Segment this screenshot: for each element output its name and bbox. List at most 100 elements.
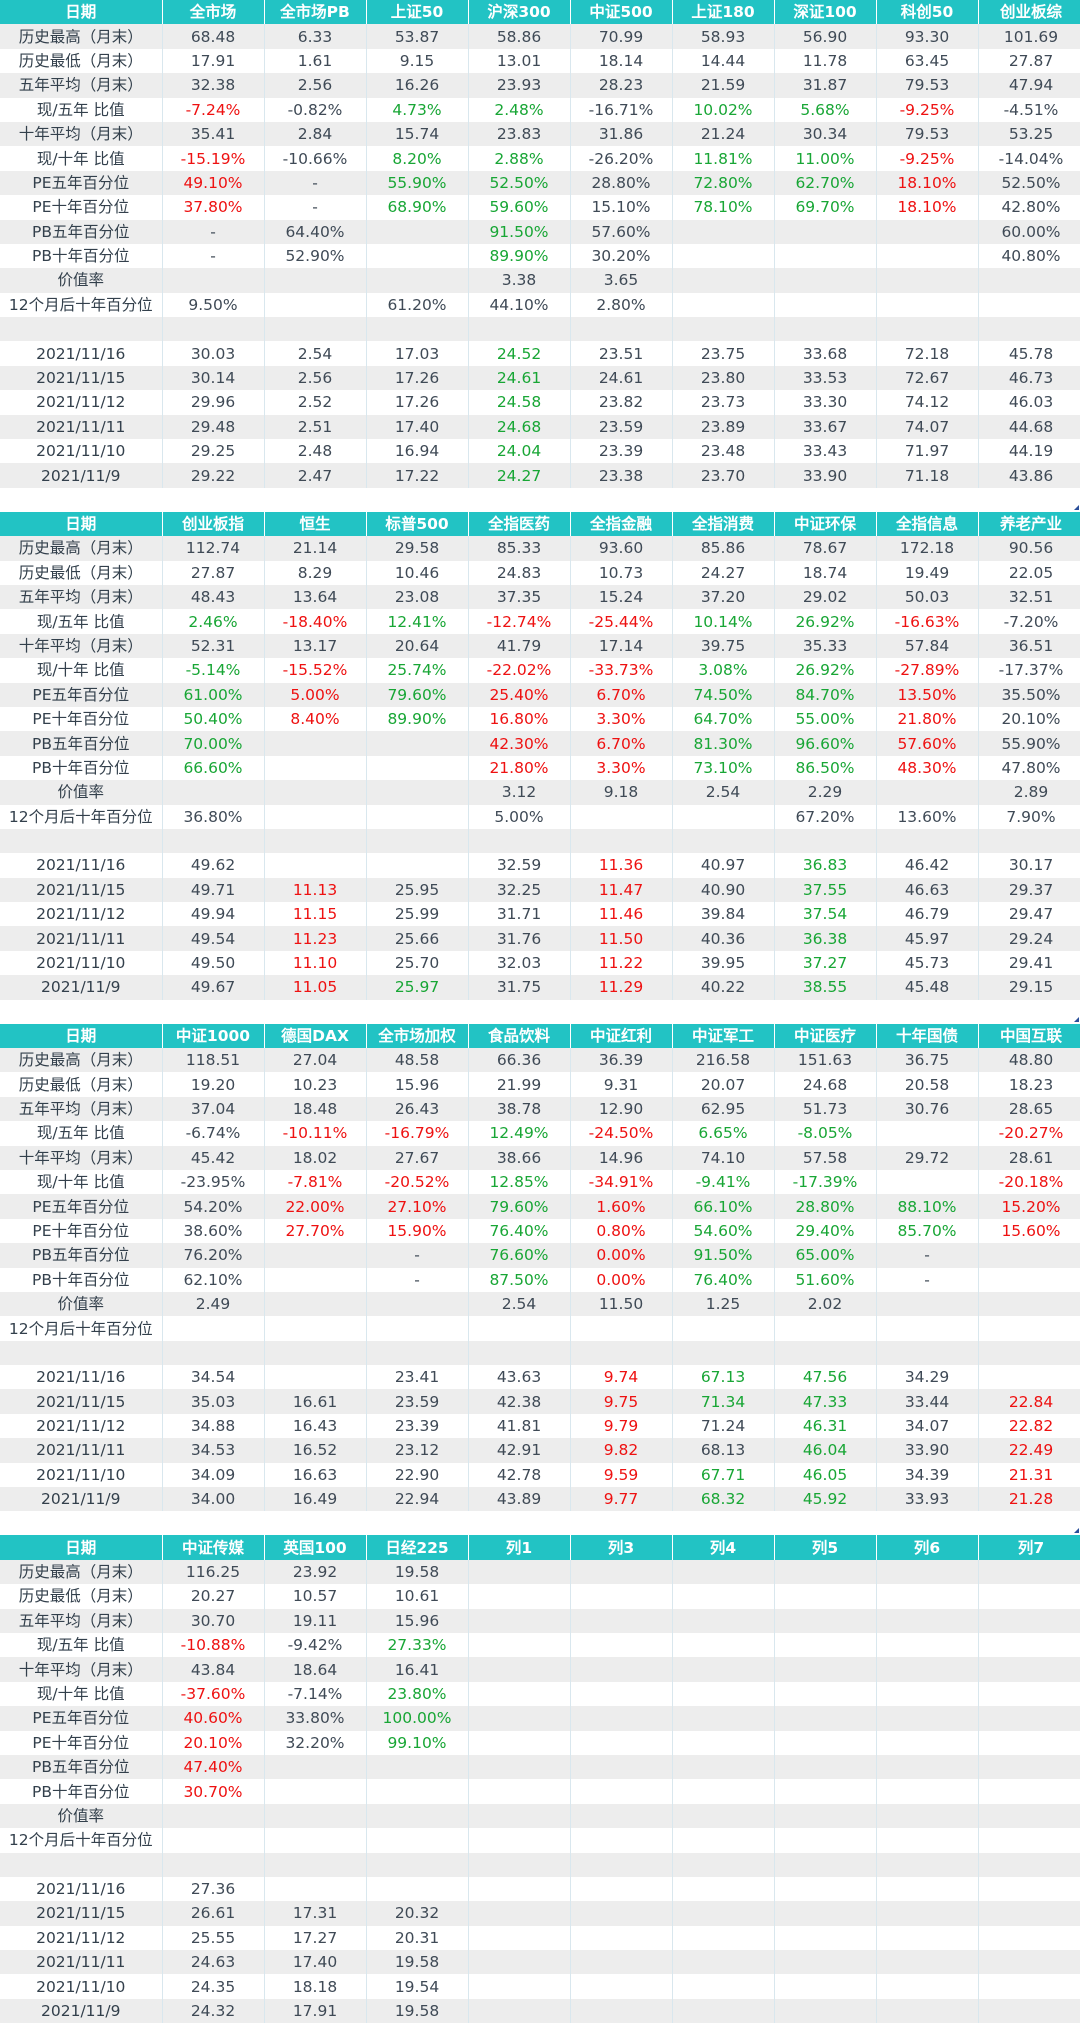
table-cell[interactable]: 2.54 xyxy=(672,780,775,805)
table-cell[interactable]: 96.60% xyxy=(774,731,877,756)
table-cell[interactable]: 18.18 xyxy=(264,1974,367,1999)
column-header[interactable]: 日期 xyxy=(0,511,163,537)
table-cell[interactable]: 12.90 xyxy=(570,1096,673,1122)
table-cell[interactable]: 29.22 xyxy=(162,463,265,488)
table-cell[interactable] xyxy=(570,1852,673,1877)
column-header[interactable]: 列1 xyxy=(468,1535,571,1560)
table-cell[interactable] xyxy=(366,1828,469,1853)
table-cell[interactable] xyxy=(876,1608,979,1633)
table-cell[interactable]: 58.86 xyxy=(468,24,571,49)
table-cell[interactable]: 30.70% xyxy=(162,1779,265,1804)
table-cell[interactable] xyxy=(570,1754,673,1780)
column-header[interactable]: 上证50 xyxy=(366,0,469,25)
table-cell[interactable] xyxy=(366,1876,469,1902)
table-cell[interactable]: 34.29 xyxy=(876,1365,979,1390)
table-cell[interactable]: 2.56 xyxy=(264,365,367,391)
table-cell[interactable]: - xyxy=(876,1243,979,1268)
table-cell[interactable]: 17.26 xyxy=(366,365,469,391)
table-cell[interactable]: -9.42% xyxy=(264,1633,367,1658)
row-label[interactable]: PE五年百分位 xyxy=(0,1706,163,1731)
table-cell[interactable]: 66.10% xyxy=(672,1194,775,1219)
table-cell[interactable]: 22.90 xyxy=(366,1462,469,1488)
table-cell[interactable]: 68.32 xyxy=(672,1487,775,1512)
table-cell[interactable]: 30.17 xyxy=(978,853,1080,878)
row-label[interactable]: 2021/11/11 xyxy=(0,414,163,440)
table-cell[interactable]: 64.70% xyxy=(672,706,775,732)
table-cell[interactable] xyxy=(366,731,469,756)
table-cell[interactable]: 91.50% xyxy=(672,1243,775,1268)
table-cell[interactable]: 15.10% xyxy=(570,195,673,220)
column-header[interactable]: 日期 xyxy=(0,1535,163,1560)
table-cell[interactable]: 9.15 xyxy=(366,48,469,74)
table-cell[interactable]: 11.47 xyxy=(570,877,673,903)
table-cell[interactable]: 2.48 xyxy=(264,439,367,464)
table-cell[interactable] xyxy=(774,1706,877,1731)
table-cell[interactable] xyxy=(774,1633,877,1658)
table-cell[interactable] xyxy=(672,1828,775,1853)
table-cell[interactable] xyxy=(162,780,265,805)
table-cell[interactable]: 21.59 xyxy=(672,73,775,98)
row-label[interactable] xyxy=(0,828,163,854)
table-cell[interactable] xyxy=(672,243,775,269)
table-cell[interactable]: 23.83 xyxy=(468,121,571,147)
table-cell[interactable]: 38.66 xyxy=(468,1145,571,1170)
table-cell[interactable]: 3.08% xyxy=(672,658,775,683)
table-cell[interactable]: 70.00% xyxy=(162,731,265,756)
table-cell[interactable] xyxy=(672,1950,775,1975)
row-label[interactable]: 历史最高（月末） xyxy=(0,536,163,561)
table-cell[interactable] xyxy=(672,268,775,293)
table-cell[interactable]: 37.35 xyxy=(468,584,571,610)
table-cell[interactable]: 47.40% xyxy=(162,1754,265,1780)
table-cell[interactable]: 23.70 xyxy=(672,463,775,488)
table-cell[interactable]: 37.04 xyxy=(162,1096,265,1122)
table-cell[interactable]: -37.60% xyxy=(162,1681,265,1707)
row-label[interactable]: 2021/11/16 xyxy=(0,1365,163,1390)
table-cell[interactable]: 46.04 xyxy=(774,1438,877,1463)
column-header[interactable]: 中证红利 xyxy=(570,1023,673,1049)
table-cell[interactable]: 31.71 xyxy=(468,902,571,927)
table-cell[interactable]: 52.50% xyxy=(978,170,1080,196)
row-label[interactable]: 2021/11/16 xyxy=(0,1876,163,1902)
table-cell[interactable]: 33.93 xyxy=(876,1487,979,1512)
table-cell[interactable]: 1.61 xyxy=(264,48,367,74)
row-label[interactable]: 现/五年 比值 xyxy=(0,97,163,122)
table-cell[interactable] xyxy=(978,1559,1080,1585)
table-cell[interactable]: -20.27% xyxy=(978,1121,1080,1146)
row-label[interactable]: 现/五年 比值 xyxy=(0,1633,163,1658)
table-cell[interactable]: - xyxy=(366,1267,469,1292)
table-cell[interactable]: 36.75 xyxy=(876,1048,979,1073)
table-cell[interactable]: 15.74 xyxy=(366,121,469,147)
table-cell[interactable] xyxy=(876,1340,979,1366)
table-cell[interactable] xyxy=(672,1876,775,1902)
row-label[interactable]: 历史最低（月末） xyxy=(0,48,163,74)
table-cell[interactable]: 21.14 xyxy=(264,536,367,561)
table-cell[interactable]: 2.29 xyxy=(774,780,877,805)
table-cell[interactable]: 9.31 xyxy=(570,1072,673,1097)
table-cell[interactable]: 27.70% xyxy=(264,1218,367,1244)
table-cell[interactable] xyxy=(366,804,469,829)
table-cell[interactable] xyxy=(672,317,775,342)
table-cell[interactable]: 17.40 xyxy=(264,1950,367,1975)
column-header[interactable]: 日期 xyxy=(0,0,163,25)
table-cell[interactable]: 29.58 xyxy=(366,536,469,561)
table-cell[interactable]: -33.73% xyxy=(570,658,673,683)
table-cell[interactable]: 34.00 xyxy=(162,1487,265,1512)
table-cell[interactable]: 20.58 xyxy=(876,1072,979,1097)
table-cell[interactable] xyxy=(672,1852,775,1877)
table-cell[interactable] xyxy=(876,1779,979,1804)
column-header[interactable]: 全指信息 xyxy=(876,511,979,537)
row-label[interactable] xyxy=(0,317,163,342)
table-cell[interactable]: 43.89 xyxy=(468,1487,571,1512)
row-label[interactable]: 十年平均（月末） xyxy=(0,1145,163,1170)
table-cell[interactable]: - xyxy=(264,195,367,220)
row-label[interactable] xyxy=(0,1852,163,1877)
row-label[interactable]: 2021/11/12 xyxy=(0,902,163,927)
table-cell[interactable]: 9.82 xyxy=(570,1438,673,1463)
table-cell[interactable] xyxy=(672,1779,775,1804)
table-cell[interactable]: 29.37 xyxy=(978,877,1080,903)
table-cell[interactable]: - xyxy=(162,243,265,269)
table-cell[interactable]: 15.90% xyxy=(366,1218,469,1244)
column-header[interactable]: 日经225 xyxy=(366,1535,469,1560)
table-cell[interactable]: 11.46 xyxy=(570,902,673,927)
table-cell[interactable] xyxy=(162,1316,265,1341)
